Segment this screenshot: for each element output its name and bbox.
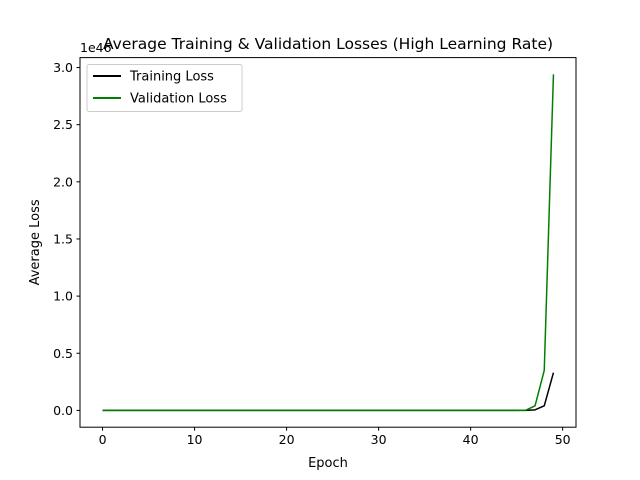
legend: Training Loss Validation Loss (86, 64, 243, 112)
chart-title: Average Training & Validation Losses (Hi… (103, 35, 553, 53)
y-tick-label: 1.0 (53, 289, 73, 304)
series-line-validation-loss (102, 74, 555, 412)
x-tick-label: 20 (279, 432, 295, 447)
y-axis-ticks: 0.0 0.5 1.0 1.5 2.0 2.5 3.0 (53, 60, 80, 418)
legend-label-validation-loss: Validation Loss (130, 92, 227, 107)
y-offset-label: 1e46 (80, 40, 112, 55)
y-tick-label: 2.0 (53, 174, 73, 189)
x-axis-ticks: 0 10 20 30 40 50 (99, 427, 571, 447)
y-tick-label: 2.5 (53, 117, 73, 132)
plot-area-frame (79, 57, 577, 428)
x-tick-label: 50 (555, 432, 571, 447)
x-tick-label: 40 (463, 432, 479, 447)
y-tick-label: 3.0 (53, 60, 73, 75)
y-tick-label: 0.5 (53, 346, 73, 361)
x-tick-label: 10 (187, 432, 203, 447)
x-axis-label: Epoch (308, 456, 348, 471)
y-axis-label: Average Loss (28, 199, 43, 285)
y-tick-label: 0.0 (53, 403, 73, 418)
legend-box (86, 64, 243, 112)
series-line-training-loss (102, 372, 555, 412)
x-tick-label: 30 (371, 432, 387, 447)
series-lines (102, 74, 555, 412)
legend-label-training-loss: Training Loss (129, 70, 214, 85)
x-tick-label: 0 (99, 432, 107, 447)
y-tick-label: 1.5 (53, 231, 73, 246)
